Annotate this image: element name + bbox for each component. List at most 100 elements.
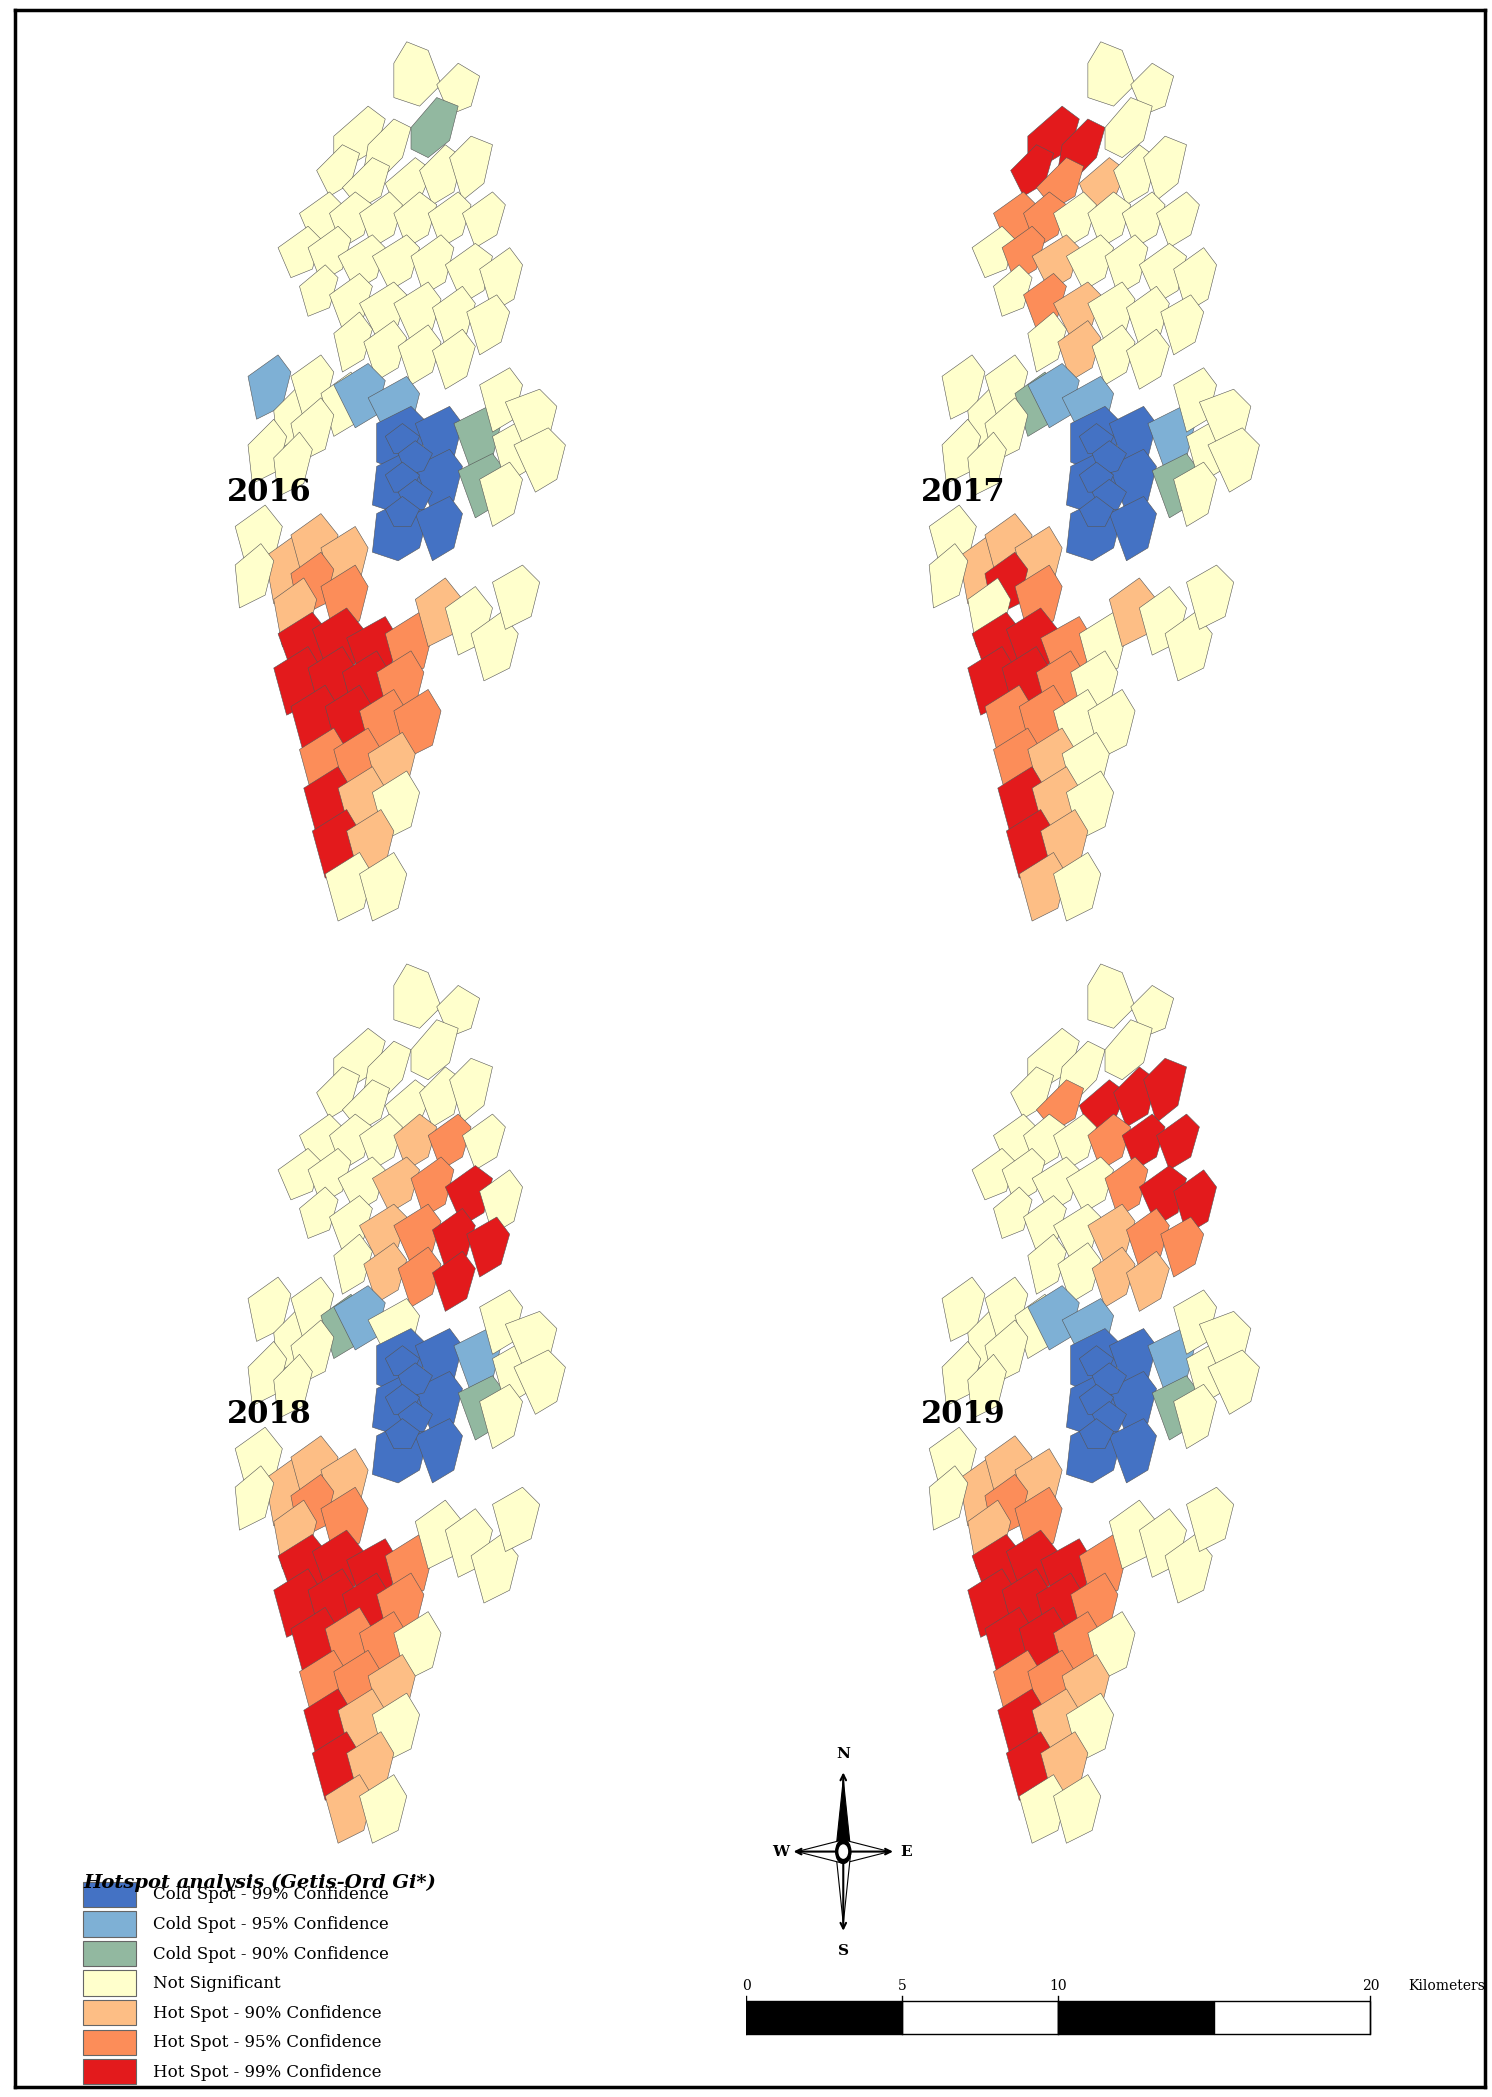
Polygon shape [236,1466,273,1531]
Polygon shape [307,1569,355,1638]
Polygon shape [479,1290,522,1355]
Polygon shape [1015,526,1062,596]
Polygon shape [1067,1692,1113,1761]
Polygon shape [1126,329,1168,390]
Polygon shape [385,1420,419,1449]
Polygon shape [415,1371,463,1436]
Polygon shape [1053,1114,1097,1170]
Polygon shape [1028,728,1074,797]
Polygon shape [1122,1114,1165,1170]
Polygon shape [449,1059,492,1124]
Polygon shape [1173,247,1216,312]
Polygon shape [1028,1650,1074,1720]
Text: E: E [900,1845,912,1858]
Polygon shape [1058,1042,1104,1097]
Polygon shape [398,1401,433,1432]
Polygon shape [1067,1371,1122,1436]
Polygon shape [930,505,976,575]
Polygon shape [312,809,360,879]
Polygon shape [1040,1732,1088,1801]
Polygon shape [410,235,454,296]
FancyBboxPatch shape [84,1942,136,1967]
Polygon shape [385,1346,419,1376]
Polygon shape [1062,732,1109,801]
Polygon shape [364,321,406,382]
Polygon shape [506,1311,557,1376]
Text: 2016: 2016 [227,478,312,507]
Polygon shape [312,1732,360,1801]
Polygon shape [513,428,565,493]
Polygon shape [1207,428,1259,493]
Polygon shape [334,312,373,373]
Polygon shape [1070,1573,1118,1642]
Text: Not Significant: Not Significant [152,1975,280,1992]
Polygon shape [385,1080,433,1137]
Polygon shape [1015,1294,1058,1359]
Polygon shape [398,1363,433,1397]
Polygon shape [1067,449,1122,514]
Polygon shape [300,728,346,797]
Polygon shape [1079,612,1126,682]
Polygon shape [236,505,282,575]
Polygon shape [467,296,509,354]
Polygon shape [994,266,1032,317]
Polygon shape [433,1252,474,1311]
Polygon shape [321,1449,369,1518]
Polygon shape [1079,1420,1113,1449]
Polygon shape [360,1114,403,1170]
Polygon shape [364,120,410,176]
Text: 20: 20 [1361,1977,1379,1992]
Polygon shape [1126,287,1168,346]
Polygon shape [1028,365,1079,428]
Polygon shape [1104,235,1147,296]
Polygon shape [1109,1499,1156,1569]
Polygon shape [967,386,1006,449]
Polygon shape [307,226,351,283]
Polygon shape [373,1420,428,1483]
Polygon shape [325,686,373,755]
Polygon shape [458,455,506,518]
Polygon shape [994,1114,1035,1166]
Bar [1214,2001,1370,2034]
Polygon shape [985,1608,1032,1676]
Polygon shape [398,1248,440,1306]
Polygon shape [1006,1531,1058,1598]
Polygon shape [1067,772,1113,841]
Polygon shape [394,1114,437,1170]
Polygon shape [1058,1244,1100,1302]
Polygon shape [1040,809,1088,879]
Polygon shape [1109,449,1156,514]
Polygon shape [1070,1329,1122,1392]
Polygon shape [1019,853,1067,921]
Polygon shape [1200,1311,1250,1376]
Polygon shape [307,648,355,715]
Polygon shape [971,226,1015,279]
Polygon shape [492,566,540,629]
Polygon shape [1088,965,1134,1030]
Text: 10: 10 [1049,1977,1067,1992]
Polygon shape [797,1839,843,1864]
Polygon shape [360,283,406,338]
Polygon shape [1079,497,1113,526]
Polygon shape [985,1474,1028,1539]
Polygon shape [843,1839,889,1864]
Polygon shape [1165,612,1212,682]
Text: N: N [836,1747,850,1759]
Polygon shape [410,1158,454,1216]
Polygon shape [291,554,334,617]
Polygon shape [1028,1285,1079,1350]
Polygon shape [398,440,433,476]
Polygon shape [1088,690,1134,759]
Polygon shape [398,325,440,386]
Polygon shape [1035,1080,1083,1132]
Polygon shape [291,354,334,419]
Text: Cold Spot - 95% Confidence: Cold Spot - 95% Confidence [152,1915,388,1933]
Polygon shape [1138,243,1186,304]
Polygon shape [236,1428,282,1495]
Polygon shape [339,1158,385,1212]
Polygon shape [941,354,985,419]
Polygon shape [376,652,424,719]
Polygon shape [373,235,419,291]
Polygon shape [985,398,1028,463]
Polygon shape [419,1067,463,1128]
